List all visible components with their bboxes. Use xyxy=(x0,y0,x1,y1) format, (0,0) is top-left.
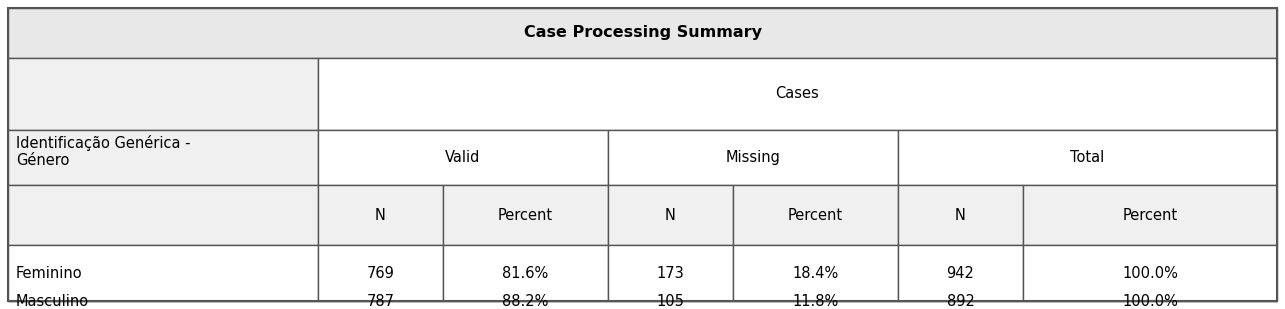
Text: N: N xyxy=(666,208,676,222)
Bar xyxy=(608,130,898,185)
Text: Identificação Genérica -
Género: Identificação Genérica - Género xyxy=(15,135,190,168)
Text: 100.0%: 100.0% xyxy=(1122,265,1178,281)
Bar xyxy=(732,245,898,301)
Text: Percent: Percent xyxy=(1122,208,1177,222)
Bar xyxy=(8,8,1277,58)
Bar xyxy=(898,185,1023,245)
Text: Percent: Percent xyxy=(788,208,843,222)
Text: Total: Total xyxy=(1070,150,1105,165)
Bar xyxy=(898,130,1277,185)
Bar xyxy=(317,185,443,245)
Bar xyxy=(898,245,1023,301)
Text: Masculino: Masculino xyxy=(15,294,89,308)
Text: Cases: Cases xyxy=(776,87,820,101)
Text: 105: 105 xyxy=(657,294,685,308)
Text: 18.4%: 18.4% xyxy=(793,265,839,281)
Text: 787: 787 xyxy=(366,294,394,308)
Text: 11.8%: 11.8% xyxy=(793,294,839,308)
Text: 173: 173 xyxy=(657,265,685,281)
Bar xyxy=(317,245,443,301)
Bar xyxy=(317,130,608,185)
Bar xyxy=(1023,185,1277,245)
Bar xyxy=(732,185,898,245)
Bar xyxy=(443,185,608,245)
Bar xyxy=(8,185,317,245)
Bar xyxy=(8,58,317,130)
Text: Percent: Percent xyxy=(499,208,553,222)
Text: 100.0%: 100.0% xyxy=(1122,294,1178,308)
Bar xyxy=(8,245,317,301)
Text: 769: 769 xyxy=(366,265,394,281)
Bar xyxy=(608,245,732,301)
Text: Feminino: Feminino xyxy=(15,265,82,281)
Bar xyxy=(317,58,1277,130)
Text: 942: 942 xyxy=(947,265,974,281)
Bar xyxy=(608,185,732,245)
Text: 81.6%: 81.6% xyxy=(502,265,549,281)
Text: N: N xyxy=(955,208,966,222)
Text: 892: 892 xyxy=(947,294,974,308)
Text: 88.2%: 88.2% xyxy=(502,294,549,308)
Bar xyxy=(443,245,608,301)
Text: Missing: Missing xyxy=(726,150,780,165)
Bar xyxy=(8,130,317,185)
Text: Case Processing Summary: Case Processing Summary xyxy=(523,26,762,40)
Bar xyxy=(1023,245,1277,301)
Text: N: N xyxy=(375,208,386,222)
Text: Valid: Valid xyxy=(446,150,481,165)
